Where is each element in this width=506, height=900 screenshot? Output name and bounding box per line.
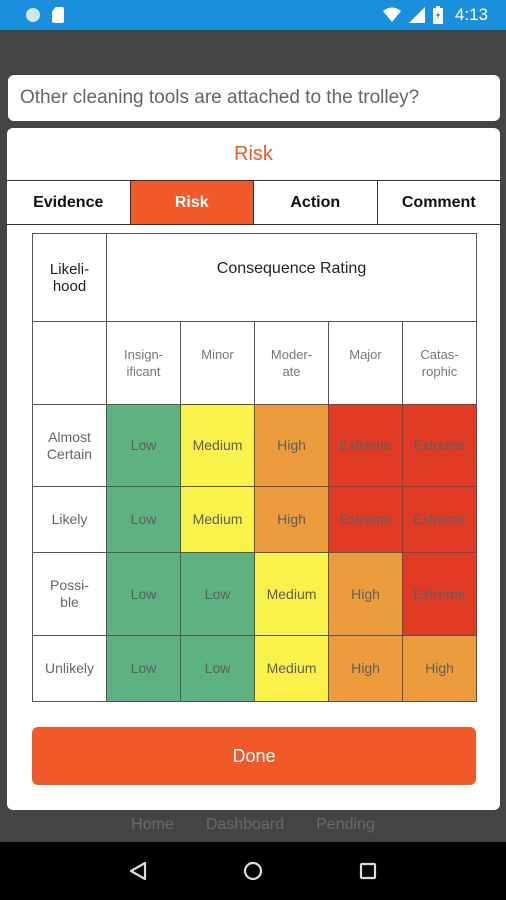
dialog-tabs: Evidence Risk Action Comment [7,180,500,225]
likelihood-header: Likeli- hood [32,233,107,322]
row-label: Likely [32,486,107,553]
column-header: Minor [180,321,255,405]
navigation-bar [0,842,506,900]
risk-cell[interactable]: Medium [254,552,329,636]
risk-cell[interactable]: Low [106,486,181,553]
matrix-row: Unlikely Low Low Medium High High [32,635,477,702]
background-tab-bar: Home Dashboard Pending [0,808,506,842]
risk-cell[interactable]: Extreme [328,486,403,553]
risk-cell[interactable]: Low [106,552,181,636]
likelihood-header-label: Likeli- hood [49,260,90,295]
risk-cell[interactable]: Low [106,404,181,487]
sd-card-icon [52,7,64,23]
done-button[interactable]: Done [32,727,476,785]
risk-cell[interactable]: Low [106,635,181,702]
column-header: Major [328,321,403,405]
row-label: Possi- ble [32,552,107,636]
notification-dot-icon [26,8,40,22]
dialog-title: Risk [234,142,273,165]
home-circle-icon [243,861,263,881]
risk-cell[interactable]: Extreme [402,486,477,553]
row-label-text: Likely [51,511,88,527]
row-label-text: Unlikely [44,660,94,676]
row-label-text: Almost Certain [46,428,93,462]
consequence-header: Consequence Rating [106,233,477,322]
row-label-text: Possi- ble [50,577,89,610]
back-button[interactable] [118,851,158,891]
risk-cell[interactable]: Extreme [328,404,403,487]
risk-cell[interactable]: Medium [254,635,329,702]
risk-cell[interactable]: High [402,635,477,702]
signal-icon [408,7,425,23]
risk-cell[interactable]: Medium [180,486,255,553]
row-label: Unlikely [32,635,107,702]
risk-cell[interactable]: High [328,635,403,702]
background-tab-pending: Pending [316,816,375,833]
column-header-label: Moder- ate [270,347,313,379]
row-label: Almost Certain [32,404,107,487]
column-header: Catas- rophic [402,321,477,405]
tab-comment[interactable]: Comment [401,193,476,211]
home-button[interactable] [233,851,273,891]
risk-cell[interactable]: High [328,552,403,636]
risk-matrix: Likeli- hood Consequence Rating Insign- … [32,233,477,702]
matrix-row: Likely Low Medium High Extreme Extreme [32,486,477,553]
column-header-label: Insign- ificant [123,347,164,379]
question-text: Other cleaning tools are attached to the… [8,75,500,121]
matrix-row: Possi- ble Low Low Medium High Extreme [32,552,477,636]
risk-cell[interactable]: High [254,404,329,487]
risk-cell[interactable]: Extreme [402,552,477,636]
risk-cell[interactable]: Low [180,635,255,702]
wifi-icon [382,7,401,22]
status-time: 4:13 [454,5,488,24]
matrix-row: Almost Certain Low Medium High Extreme E… [32,404,477,487]
tab-evidence[interactable]: Evidence [7,181,131,224]
column-header-label: Catas- rophic [420,347,459,379]
column-header-label: Major [349,347,382,362]
column-header-label: Minor [201,347,234,362]
tab-risk[interactable]: Risk [130,181,254,224]
empty-corner-cell [32,321,107,405]
risk-cell[interactable]: High [254,486,329,553]
status-bar: 4:13 [0,0,506,30]
back-triangle-icon [129,861,146,881]
tab-action[interactable]: Action [254,181,378,224]
recents-square-icon [360,862,377,880]
column-header: Moder- ate [254,321,329,405]
column-header: Insign- ificant [106,321,181,405]
risk-cell[interactable]: Low [180,552,255,636]
battery-icon [432,6,443,24]
risk-cell[interactable]: Extreme [402,404,477,487]
background-tab-dashboard: Dashboard [205,816,285,833]
risk-cell[interactable]: Medium [180,404,255,487]
recents-button[interactable] [348,851,388,891]
background-tab-home: Home [131,816,174,833]
